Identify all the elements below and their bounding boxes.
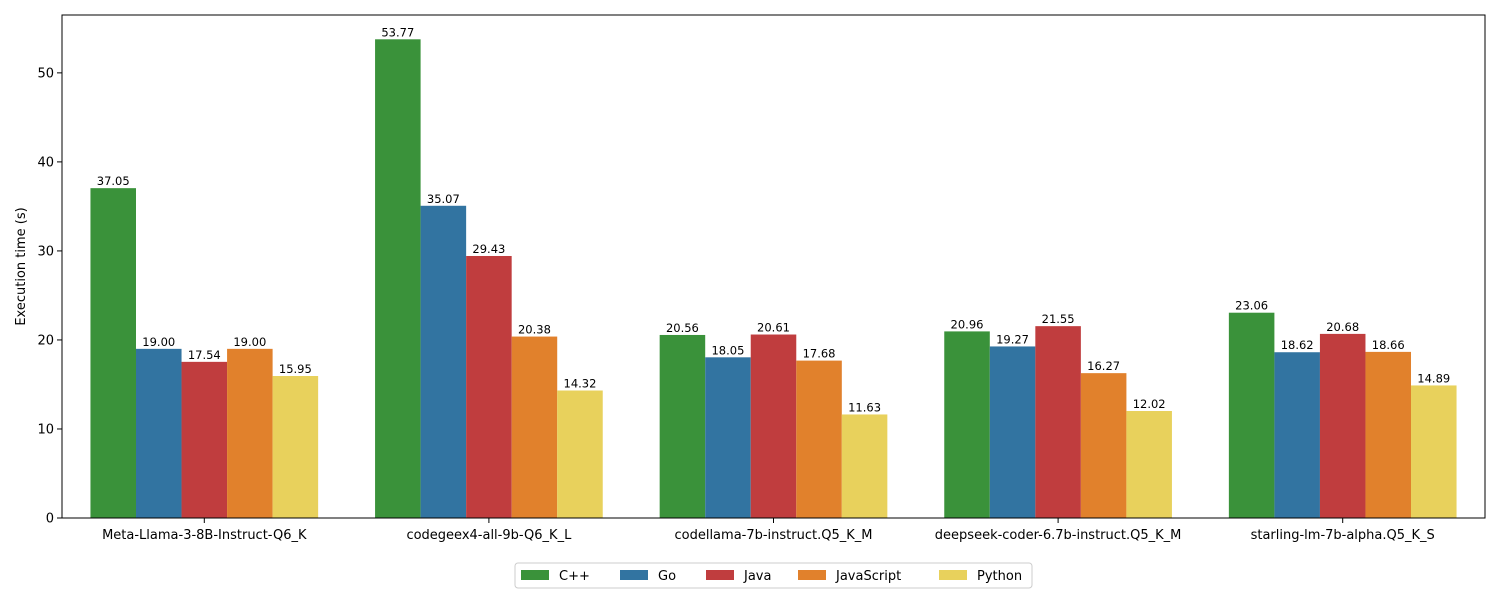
bar-python-2 — [557, 390, 603, 518]
bar-value-label: 19.27 — [996, 332, 1029, 346]
bar-value-label: 20.56 — [666, 321, 699, 335]
legend-box — [514, 562, 1033, 589]
bar-c-5 — [1228, 312, 1275, 518]
bar-value-label: 15.95 — [279, 362, 312, 376]
y-tick-label: 10 — [37, 422, 54, 437]
bar-java-3 — [750, 334, 797, 518]
bar-javascript-5 — [1365, 351, 1412, 518]
y-tick-label: 0 — [46, 512, 54, 527]
bar-value-label: 19.00 — [233, 335, 266, 349]
y-tick-label: 40 — [37, 155, 54, 170]
legend-swatch — [620, 570, 648, 580]
bar-value-label: 18.62 — [1281, 338, 1314, 352]
bar-labels-layer: 37.05 53.77 20.56 20.96 23.06 19.00 35.07 18.05… — [97, 25, 1450, 414]
bar-c-2 — [375, 39, 421, 519]
bar-value-label: 23.06 — [1235, 299, 1268, 313]
legend-swatch — [939, 570, 967, 580]
x-tick-label: Meta-Llama-3-8B-Instruct-Q6_K — [102, 528, 307, 543]
bar-c-1 — [90, 188, 136, 518]
bar-value-label: 17.54 — [188, 348, 221, 362]
x-tick-label: codellama-7b-instruct.Q5_K_M — [674, 528, 872, 543]
bar-c-3 — [659, 334, 706, 518]
bar-python-1 — [272, 376, 319, 518]
bar-value-label: 18.66 — [1372, 338, 1405, 352]
bar-value-label: 53.77 — [381, 25, 414, 39]
y-tick-label: 30 — [37, 244, 54, 259]
bar-value-label: 16.27 — [1087, 359, 1120, 373]
bar-go-2 — [420, 205, 467, 518]
bar-java-5 — [1319, 333, 1366, 518]
legend: C++ Go Java JavaScript Python — [514, 562, 1033, 589]
bar-value-label: 35.07 — [427, 192, 460, 206]
bar-java-1 — [181, 361, 228, 518]
legend-label: Go — [658, 569, 676, 584]
y-axis: 0 10 20 30 40 50 — [37, 66, 62, 527]
bar-value-label: 14.89 — [1417, 371, 1450, 385]
bar-javascript-3 — [796, 360, 842, 518]
legend-label: Python — [977, 569, 1022, 584]
bar-value-label: 20.96 — [951, 317, 984, 331]
bar-value-label: 19.00 — [142, 335, 175, 349]
bar-python-3 — [841, 414, 888, 518]
bar-value-label: 20.61 — [757, 321, 790, 335]
y-axis-title: Execution time (s) — [14, 207, 29, 325]
bar-value-label: 37.05 — [97, 174, 130, 188]
bar-value-label: 18.05 — [711, 343, 744, 357]
legend-label: C++ — [559, 569, 590, 584]
bar-go-3 — [705, 357, 751, 518]
bar-javascript-2 — [511, 336, 558, 518]
bar-java-4 — [1035, 326, 1081, 518]
bar-value-label: 21.55 — [1042, 312, 1075, 326]
bars-layer — [90, 39, 1457, 519]
legend-swatch — [521, 570, 549, 580]
bar-go-5 — [1274, 352, 1320, 518]
bar-python-5 — [1411, 385, 1457, 518]
bar-value-label: 14.32 — [564, 377, 597, 391]
bar-python-4 — [1126, 410, 1172, 518]
x-tick-label: deepseek-coder-6.7b-instruct.Q5_K_M — [935, 528, 1182, 543]
legend-label: JavaScript — [835, 569, 901, 584]
bar-go-1 — [136, 348, 182, 518]
legend-label: Java — [743, 569, 771, 584]
x-axis: Meta-Llama-3-8B-Instruct-Q6_K codegeex4-a… — [102, 518, 1435, 543]
bar-go-4 — [989, 346, 1036, 518]
bar-value-label: 17.68 — [803, 347, 836, 361]
x-tick-label: starling-lm-7b-alpha.Q5_K_S — [1251, 528, 1435, 543]
y-tick-label: 50 — [37, 66, 54, 81]
bar-value-label: 20.68 — [1326, 320, 1359, 334]
bar-value-label: 12.02 — [1133, 397, 1166, 411]
bar-value-label: 29.43 — [472, 242, 505, 256]
legend-swatch — [706, 570, 734, 580]
bar-java-2 — [466, 255, 512, 519]
bar-value-label: 20.38 — [518, 323, 551, 337]
bar-javascript-4 — [1080, 373, 1127, 518]
bar-c-4 — [944, 331, 990, 518]
legend-swatch — [798, 570, 826, 580]
y-tick-label: 20 — [37, 333, 54, 348]
bar-javascript-1 — [227, 348, 273, 518]
x-tick-label: codegeex4-all-9b-Q6_K_L — [406, 528, 572, 543]
bar-value-label: 11.63 — [848, 400, 881, 414]
